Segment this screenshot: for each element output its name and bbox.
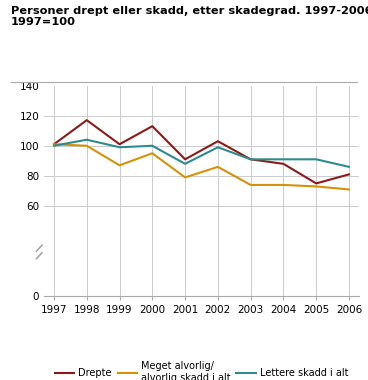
Legend: Drepte, Meget alvorlig/
alvorlig skadd i alt, Lettere skadd i alt: Drepte, Meget alvorlig/ alvorlig skadd i… <box>55 361 348 380</box>
Text: Personer drept eller skadd, etter skadegrad. 1997-2006.
1997=100: Personer drept eller skadd, etter skadeg… <box>11 6 368 27</box>
